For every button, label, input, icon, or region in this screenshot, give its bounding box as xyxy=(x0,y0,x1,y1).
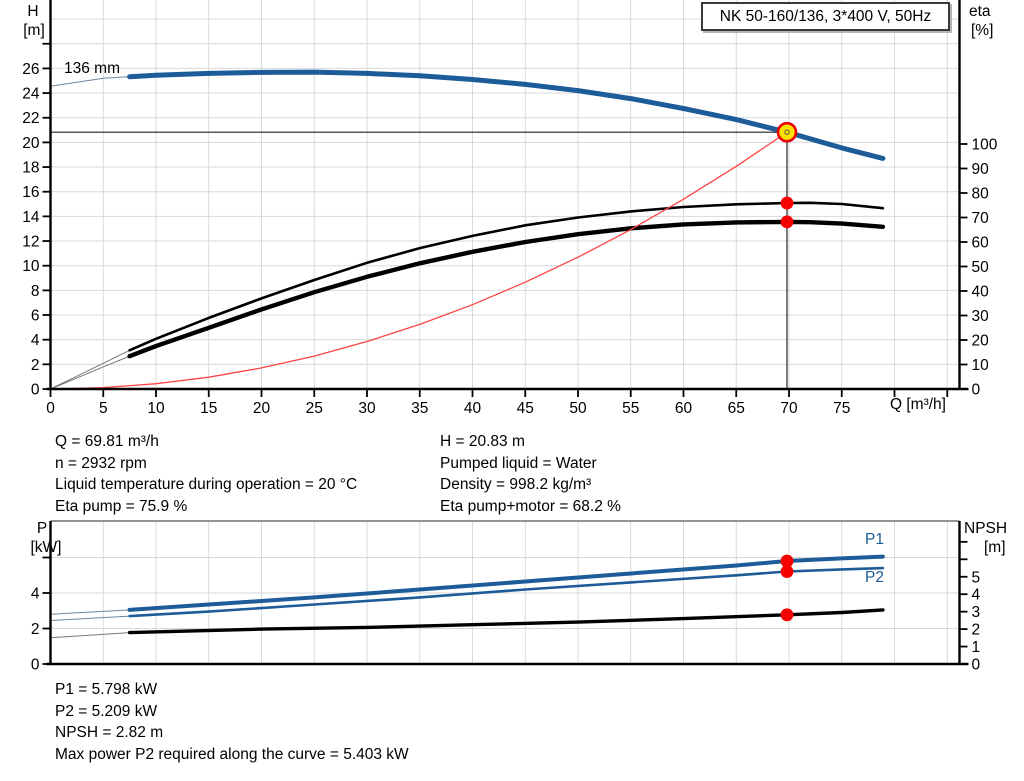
tick-label: 0 xyxy=(972,657,981,674)
tick-label: 0 xyxy=(46,400,55,417)
tick-label: 1 xyxy=(972,639,981,656)
tick-label: 0 xyxy=(972,382,981,399)
top-chart-series xyxy=(50,69,886,390)
tick-label: 10 xyxy=(147,400,165,417)
info-eta-pump-motor: Eta pump+motor = 68.2 % xyxy=(440,498,621,515)
info-p2: P2 = 5.209 kW xyxy=(55,703,158,720)
info-q: Q = 69.81 m³/h xyxy=(55,433,159,450)
info-eta-pump: Eta pump = 75.9 % xyxy=(55,498,188,515)
bottom-chart-axes xyxy=(42,520,969,666)
top-chart-axes xyxy=(42,0,969,397)
tick-label: 35 xyxy=(411,400,428,417)
duty-point-crosshair-lines xyxy=(50,131,788,389)
tick-label: 60 xyxy=(675,400,693,417)
tick-label: 16 xyxy=(22,184,39,201)
tick-label: 4 xyxy=(972,587,981,604)
h-axis-unit: [m] xyxy=(23,22,45,39)
npsh-axis-unit: [m] xyxy=(984,539,1006,556)
tick-label: 20 xyxy=(22,135,40,152)
tick-label: 45 xyxy=(517,400,534,417)
tick-label: 20 xyxy=(972,333,990,350)
axis-tick-labels: 0246810121416182022242601020304050607080… xyxy=(22,61,997,674)
tick-label: 10 xyxy=(972,357,990,374)
info-speed: n = 2932 rpm xyxy=(55,455,147,472)
npsh-axis-name: NPSH xyxy=(964,520,1008,537)
tick-label: 4 xyxy=(31,586,40,603)
eta-axis-name: eta xyxy=(969,3,991,20)
eta-pump-duty-dot xyxy=(780,196,794,210)
top-chart-gridlines xyxy=(50,0,960,389)
tick-label: 100 xyxy=(972,137,998,154)
tick-label: 2 xyxy=(972,622,981,639)
pump-title: NK 50-160/136, 3*400 V, 50Hz xyxy=(719,7,932,25)
info-pumped-liquid: Pumped liquid = Water xyxy=(440,455,597,472)
tick-label: 25 xyxy=(306,400,323,417)
tick-label: 55 xyxy=(622,400,639,417)
tick-label: 90 xyxy=(972,161,990,178)
tick-label: 3 xyxy=(972,604,981,621)
tick-label: 70 xyxy=(780,400,798,417)
tick-label: 10 xyxy=(22,258,40,275)
tick-label: 22 xyxy=(22,110,39,127)
tick-label: 65 xyxy=(728,400,745,417)
impeller-diameter-label: 136 mm xyxy=(64,60,120,77)
p1-curve-label: P1 xyxy=(865,531,884,548)
p2-curve-label: P2 xyxy=(865,569,884,586)
info-head: H = 20.83 m xyxy=(440,433,525,450)
q-axis-label: Q [m³/h] xyxy=(890,396,946,413)
tick-label: 8 xyxy=(31,283,40,300)
tick-label: 2 xyxy=(31,621,40,638)
p-axis-name: P xyxy=(36,520,48,537)
info-max-p2: Max power P2 required along the curve = … xyxy=(55,746,409,763)
tick-label: 20 xyxy=(253,400,271,417)
info-p1: P1 = 5.798 kW xyxy=(55,681,158,698)
npsh-duty-dot xyxy=(780,608,794,622)
p1-duty-dot xyxy=(780,554,794,568)
p-axis-unit: [kW] xyxy=(30,539,62,556)
duty-point-center-icon xyxy=(784,129,790,135)
tick-label: 60 xyxy=(972,235,990,252)
tick-label: 18 xyxy=(22,160,39,177)
eta-pump-motor-duty-dot xyxy=(780,215,794,229)
tick-label: 5 xyxy=(99,400,108,417)
bottom-chart-series xyxy=(50,554,885,639)
pump-title-box: NK 50-160/136, 3*400 V, 50Hz xyxy=(701,2,950,31)
info-npsh: NPSH = 2.82 m xyxy=(55,724,164,741)
tick-label: 6 xyxy=(31,308,40,325)
tick-label: 30 xyxy=(358,400,376,417)
tick-label: 26 xyxy=(22,61,39,78)
tick-label: 2 xyxy=(31,357,40,374)
tick-label: 40 xyxy=(464,400,482,417)
h-axis-name: H xyxy=(27,3,39,20)
tick-label: 40 xyxy=(972,284,990,301)
tick-label: 75 xyxy=(833,400,850,417)
tick-label: 30 xyxy=(972,308,990,325)
tick-label: 12 xyxy=(22,234,39,251)
tick-label: 70 xyxy=(972,210,990,227)
tick-label: 0 xyxy=(31,382,40,399)
tick-label: 5 xyxy=(972,569,981,586)
eta-axis-unit: [%] xyxy=(971,22,994,39)
info-liquid-temp: Liquid temperature during operation = 20… xyxy=(55,476,358,493)
tick-label: 50 xyxy=(972,259,990,276)
info-density: Density = 998.2 kg/m³ xyxy=(440,476,592,493)
tick-label: 24 xyxy=(22,86,40,103)
duty-point-marker[interactable] xyxy=(776,121,798,143)
tick-label: 14 xyxy=(22,209,40,226)
tick-label: 4 xyxy=(31,332,40,349)
tick-label: 50 xyxy=(569,400,587,417)
bottom-chart-gridlines xyxy=(50,521,960,664)
duty-markers xyxy=(776,121,798,622)
tick-label: 15 xyxy=(200,400,217,417)
tick-label: 0 xyxy=(31,657,40,674)
p2-duty-dot xyxy=(780,565,794,578)
tick-label: 80 xyxy=(972,186,990,203)
